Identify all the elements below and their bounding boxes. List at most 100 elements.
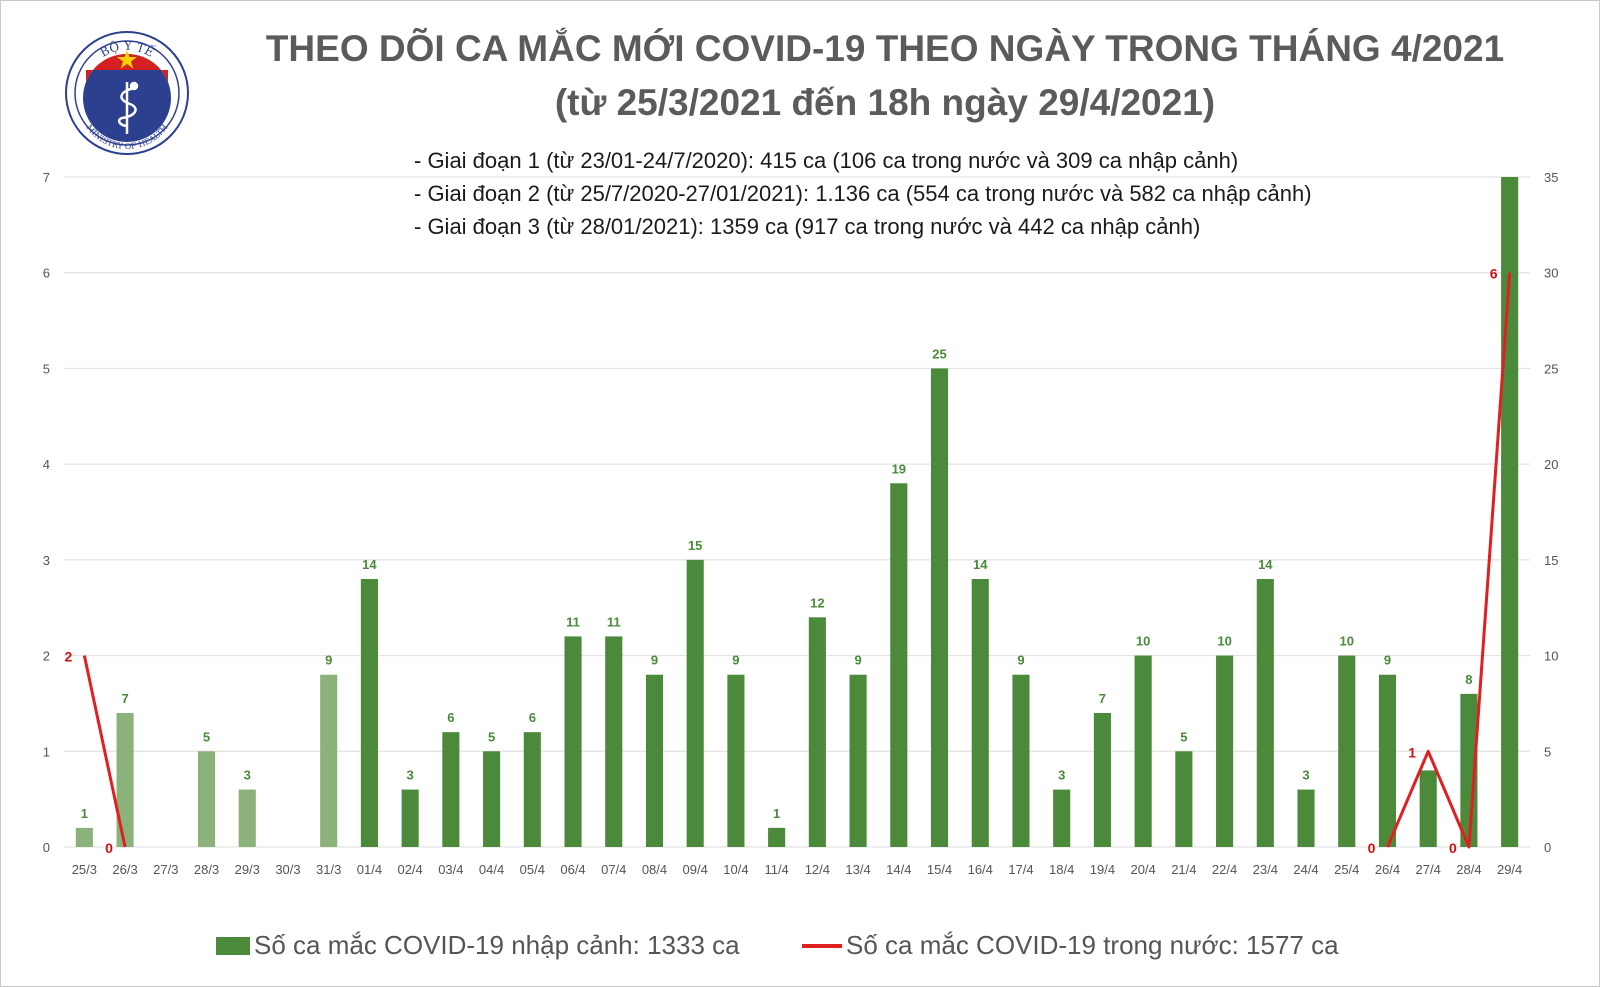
series-line-domestic [1386, 272, 1512, 849]
x-axis-tick-label: 12/4 [805, 862, 830, 877]
bar [1297, 789, 1315, 847]
line-value-label: 0 [1449, 840, 1457, 856]
x-axis-tick-label: 13/4 [845, 862, 870, 877]
bar [1175, 751, 1193, 847]
x-axis-tick-label: 05/4 [520, 862, 545, 877]
bar-value-label: 5 [488, 729, 495, 744]
right-axis-tick-label: 0 [1544, 840, 1551, 855]
x-axis-tick-label: 10/4 [723, 862, 748, 877]
left-axis-tick-label: 0 [43, 840, 50, 855]
bar-value-label: 9 [1384, 653, 1391, 668]
bar-value-label: 9 [1017, 653, 1024, 668]
bar-value-label: 3 [1302, 768, 1309, 783]
phase-note-3: - Giai đoạn 3 (từ 28/01/2021): 1359 ca (… [414, 214, 1201, 239]
bar [605, 636, 623, 847]
x-axis-tick-label: 26/4 [1375, 862, 1400, 877]
x-axis-tick-label: 29/3 [235, 862, 260, 877]
chart-title-line-1: THEO DÕI CA MẮC MỚI COVID-19 THEO NGÀY T… [265, 28, 1505, 69]
x-axis-tick-label: 28/4 [1456, 862, 1481, 877]
line-value-label: 0 [1368, 840, 1376, 856]
legend-item-domestic: Số ca mắc COVID-19 trong nước: 1577 ca [802, 930, 1339, 961]
right-axis-tick-label: 25 [1544, 361, 1558, 376]
bar-value-label: 10 [1217, 634, 1231, 649]
x-axis-tick-label: 18/4 [1049, 862, 1074, 877]
x-axis-tick-label: 31/3 [316, 862, 341, 877]
bar-value-label: 15 [688, 538, 702, 553]
bar [401, 789, 419, 847]
bar [442, 732, 460, 847]
x-axis-tick-label: 28/3 [194, 862, 219, 877]
x-axis-tick-label: 25/4 [1334, 862, 1359, 877]
bar [1378, 674, 1397, 847]
x-axis-tick-label: 20/4 [1130, 862, 1155, 877]
line-value-label: 1 [1408, 744, 1416, 760]
bar-value-label: 11 [607, 614, 621, 629]
bar [1012, 674, 1030, 847]
bar-value-label: 3 [407, 768, 414, 783]
ministry-of-health-logo: BỘ Y TẾ MINISTRY OF HEALTH [65, 31, 189, 155]
legend-domestic-label: Số ca mắc COVID-19 trong nước: 1577 ca [846, 930, 1339, 960]
bar [890, 483, 908, 847]
bar [1338, 655, 1356, 847]
left-axis-tick-label: 7 [43, 170, 50, 185]
bar-value-label: 19 [892, 461, 906, 476]
line-value-label: 0 [105, 840, 113, 856]
bar-value-label: 7 [121, 691, 128, 706]
left-axis-tick-label: 6 [43, 266, 50, 281]
left-axis-tick-label: 5 [43, 361, 50, 376]
x-axis-tick-label: 08/4 [642, 862, 667, 877]
legend-line-swatch [802, 943, 842, 948]
bar [1134, 655, 1152, 847]
bar [768, 827, 786, 847]
x-axis-tick-label: 29/4 [1497, 862, 1522, 877]
x-axis-tick-label: 07/4 [601, 862, 626, 877]
bar [849, 674, 867, 847]
x-axis-tick-label: 04/4 [479, 862, 504, 877]
right-axis-tick-label: 15 [1544, 553, 1558, 568]
bar [116, 713, 134, 847]
line-value-label: 2 [64, 649, 72, 665]
x-axis-tick-label: 30/3 [275, 862, 300, 877]
x-axis-tick-label: 03/4 [438, 862, 463, 877]
bar-value-label: 5 [1180, 729, 1187, 744]
x-axis-tick-label: 09/4 [683, 862, 708, 877]
bar [930, 368, 949, 847]
bar-value-label: 12 [810, 595, 824, 610]
x-axis-tick-label: 15/4 [927, 862, 952, 877]
bar-value-label: 3 [244, 768, 251, 783]
legend-imported-label: Số ca mắc COVID-19 nhập cảnh: 1333 ca [254, 930, 740, 960]
x-axis-tick-label: 24/4 [1293, 862, 1318, 877]
legend-item-imported: Số ca mắc COVID-19 nhập cảnh: 1333 ca [216, 930, 740, 961]
x-axis-tick-label: 23/4 [1253, 862, 1278, 877]
x-axis-tick-label: 27/4 [1416, 862, 1441, 877]
bar [197, 751, 216, 847]
bar-value-label: 9 [325, 653, 332, 668]
bar [1256, 579, 1274, 847]
bar-value-label: 10 [1136, 634, 1150, 649]
bar [1093, 713, 1111, 847]
right-axis-tick-label: 30 [1544, 266, 1558, 281]
bar-value-label: 9 [854, 653, 861, 668]
bar-value-label: 5 [203, 729, 210, 744]
logo-top-text: BỘ Y TẾ [98, 39, 158, 60]
bar [645, 674, 664, 847]
bar [360, 579, 378, 847]
bar-value-label: 9 [651, 653, 658, 668]
series-line-domestic [82, 655, 127, 848]
bar-value-label: 14 [362, 557, 377, 572]
bar [1460, 693, 1478, 847]
bar [238, 789, 256, 847]
bar [686, 559, 704, 847]
bar-value-label: 6 [447, 710, 454, 725]
x-axis-tick-label: 25/3 [72, 862, 97, 877]
left-axis-tick-label: 3 [43, 553, 50, 568]
bar-value-label: 6 [529, 710, 536, 725]
x-axis-tick-label: 01/4 [357, 862, 382, 877]
x-axis-tick-label: 11/4 [764, 862, 788, 877]
bar-value-label: 25 [932, 346, 946, 361]
right-axis-tick-label: 20 [1544, 457, 1558, 472]
right-axis-tick-label: 10 [1544, 649, 1558, 664]
bar [564, 636, 582, 847]
x-axis-tick-label: 14/4 [886, 862, 911, 877]
bar [1419, 770, 1437, 847]
